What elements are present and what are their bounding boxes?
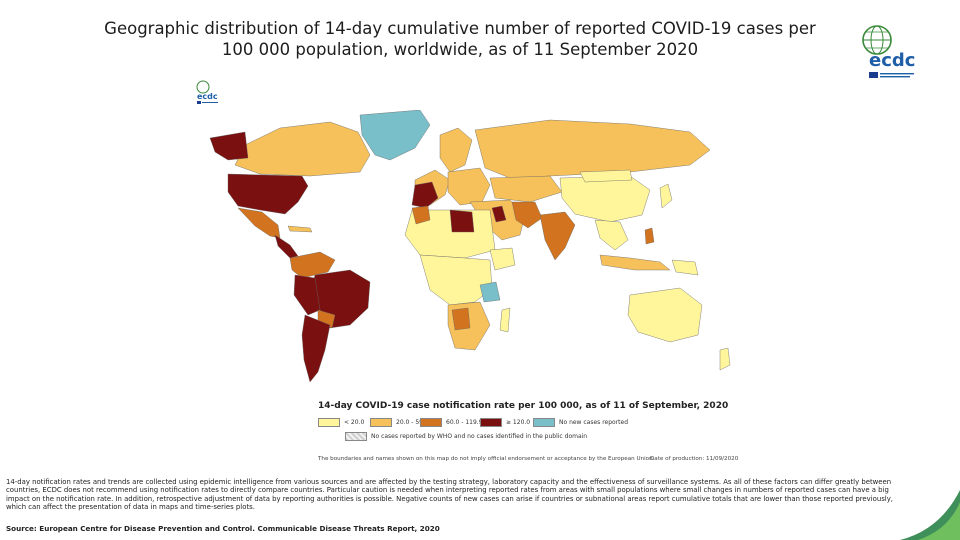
legend-item-gte120: ≥ 120.0 bbox=[480, 418, 530, 427]
canada bbox=[234, 121, 371, 177]
title-line-2: 100 000 population, worldwide, as of 11 … bbox=[221, 40, 699, 59]
legend-item-no-cases: No cases reported by WHO and no cases id… bbox=[345, 432, 587, 441]
legend-label: 60.0 - 119.9 bbox=[446, 419, 483, 426]
peru-bolivia bbox=[293, 274, 321, 316]
legend-label: No cases reported by WHO and no cases id… bbox=[371, 433, 588, 440]
legend-label: < 20.0 bbox=[344, 419, 365, 426]
logo-wordmark: ecdc bbox=[869, 50, 915, 71]
israel-region bbox=[491, 205, 507, 223]
iran bbox=[511, 201, 543, 229]
ecdc-logo-small: ecdc bbox=[196, 80, 218, 104]
world-map bbox=[209, 110, 731, 383]
corner-decoration bbox=[900, 490, 960, 540]
legend-label: No new cases reported bbox=[559, 419, 629, 426]
svg-text:ecdc: ecdc bbox=[197, 92, 218, 101]
china bbox=[559, 175, 651, 223]
greenland bbox=[359, 110, 431, 161]
legend-swatch bbox=[370, 418, 392, 427]
india bbox=[539, 211, 576, 261]
mongolia bbox=[579, 169, 633, 183]
tanzania bbox=[479, 281, 501, 303]
methodology-note: 14-day notification rates and trends are… bbox=[6, 478, 893, 512]
legend-title: 14-day COVID-19 case notification rate p… bbox=[318, 401, 729, 411]
legend-item-no-new-cases: No new cases reported bbox=[533, 418, 628, 427]
ethiopia bbox=[489, 247, 516, 271]
legend-item-60-119: 60.0 - 119.9 bbox=[420, 418, 483, 427]
japan bbox=[659, 183, 673, 209]
usa bbox=[227, 173, 309, 215]
russia bbox=[474, 119, 711, 179]
colombia-venezuela bbox=[289, 251, 336, 279]
southeast-asia bbox=[594, 219, 629, 251]
morocco bbox=[411, 205, 431, 225]
caribbean bbox=[287, 225, 313, 233]
central-africa bbox=[419, 254, 493, 306]
legend-label: 20.0 - 59.9 bbox=[396, 419, 429, 426]
namibia bbox=[451, 307, 471, 331]
indonesia bbox=[599, 254, 671, 271]
legend-swatch-hatched bbox=[345, 432, 367, 441]
scandinavia bbox=[439, 127, 473, 173]
slide-title: Geographic distribution of 14-day cumula… bbox=[60, 18, 860, 60]
legend-swatch bbox=[318, 418, 340, 427]
madagascar bbox=[499, 307, 511, 333]
legend-label: ≥ 120.0 bbox=[506, 419, 531, 426]
libya bbox=[449, 209, 475, 233]
page-number: 5 bbox=[912, 518, 920, 532]
legend-swatch bbox=[420, 418, 442, 427]
ecdc-logo: ecdc bbox=[862, 25, 915, 78]
production-date: Date of production: 11/09/2020 bbox=[650, 456, 739, 462]
kazakhstan bbox=[489, 175, 563, 203]
spain-france bbox=[411, 181, 439, 209]
title-line-1: Geographic distribution of 14-day cumula… bbox=[104, 19, 816, 38]
philippines bbox=[644, 227, 655, 245]
map-disclaimer: The boundaries and names shown on this m… bbox=[318, 456, 655, 462]
legend-swatch bbox=[480, 418, 502, 427]
argentina-chile bbox=[301, 314, 331, 383]
source-citation: Source: European Centre for Disease Prev… bbox=[6, 524, 440, 533]
papua bbox=[671, 259, 699, 276]
australia bbox=[627, 287, 703, 343]
mexico bbox=[237, 207, 281, 239]
legend-item-lt20: < 20.0 bbox=[318, 418, 364, 427]
eastern-europe bbox=[447, 167, 491, 206]
legend-swatch bbox=[533, 418, 555, 427]
legend-item-20-59: 20.0 - 59.9 bbox=[370, 418, 429, 427]
alaska bbox=[209, 131, 249, 161]
new-zealand bbox=[719, 347, 731, 371]
central-america bbox=[274, 234, 299, 259]
